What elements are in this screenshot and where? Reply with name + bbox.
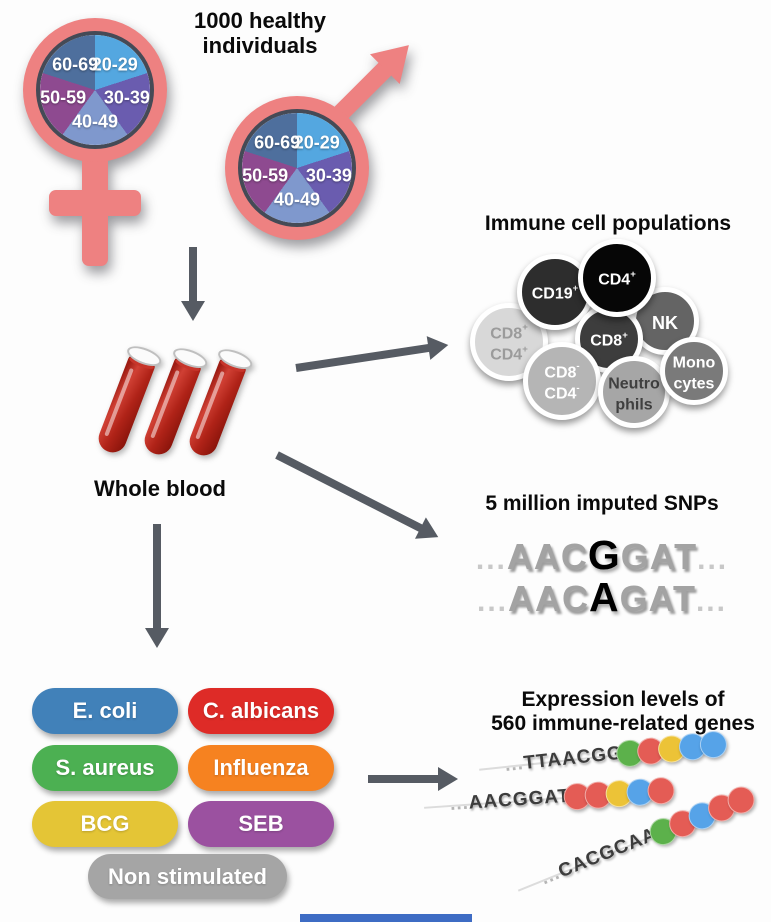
pie-label-20-29: 20-29 — [91, 54, 138, 75]
ellipsis: ... — [695, 585, 727, 618]
cell-neutrophils: Neutro phils — [598, 356, 670, 428]
pie-label-50-59: 50-59 — [242, 165, 289, 186]
female-age-pie: 20-29 30-39 40-49 50-59 60-69 — [36, 31, 154, 149]
bottom-partial-bar — [300, 914, 472, 922]
arrow-to-snps — [272, 444, 444, 548]
arrow-to-expression — [368, 767, 458, 791]
cell-cd8neg-cd4neg: CD8- CD4- — [523, 342, 601, 420]
pie-label-50-59: 50-59 — [40, 87, 87, 108]
snp-variant-allele: A — [589, 574, 620, 620]
pie-label-40-49: 40-49 — [273, 189, 321, 210]
arrow-to-blood — [181, 247, 205, 321]
arrow-to-stimuli — [145, 524, 169, 648]
stimulus-non-stimulated: Non stimulated — [88, 854, 287, 899]
female-symbol: 20-29 30-39 40-49 50-59 60-69 — [23, 18, 167, 270]
ellipsis: ... — [449, 792, 470, 815]
male-symbol: 20-29 30-39 40-49 50-59 60-69 — [225, 30, 455, 246]
ellipsis: ... — [477, 585, 509, 618]
stimulus-seb: SEB — [188, 801, 334, 847]
figure-title: 1000 healthy individuals — [160, 8, 360, 58]
male-age-pie: 20-29 30-39 40-49 50-59 60-69 — [238, 109, 356, 227]
gene-read-2: ...AACGGAT — [449, 775, 676, 819]
bead-red — [647, 776, 676, 806]
expression-title: Expression levels of 560 immune-related … — [491, 688, 755, 735]
bead-blue — [698, 729, 729, 760]
stimulus-s-aureus: S. aureus — [32, 745, 178, 791]
female-cross-bar — [49, 190, 141, 216]
arrow-to-immune-cells — [294, 333, 451, 380]
stimulus-c-albicans: C. albicans — [188, 688, 334, 734]
pie-label-60-69: 60-69 — [52, 54, 99, 75]
cell-monocytes: Mono cytes — [660, 337, 728, 405]
snps-title: 5 million imputed SNPs — [485, 492, 719, 515]
cell-cd4pos: CD4+ — [578, 239, 656, 317]
figure-title-line1: 1000 healthy — [193, 8, 327, 33]
stimulus-influenza: Influenza — [188, 745, 334, 791]
immune-cells-title: Immune cell populations — [484, 212, 732, 235]
pie-label-60-69: 60-69 — [254, 132, 301, 153]
cell-cd19pos: CD19+ — [517, 254, 593, 330]
stimulus-e-coli: E. coli — [32, 688, 178, 734]
gene-read-1: ...TTAACGG — [504, 729, 729, 780]
figure-title-line2: individuals — [202, 33, 318, 59]
ellipsis: ... — [697, 543, 729, 576]
bead-string — [563, 776, 676, 812]
pie-label-20-29: 20-29 — [293, 132, 340, 153]
whole-blood-label: Whole blood — [94, 476, 226, 501]
pie-label-40-49: 40-49 — [71, 111, 119, 132]
bead-string — [615, 729, 729, 769]
snp-sequence-2: ...AACAGAT... — [477, 574, 727, 620]
pie-label-30-39: 30-39 — [103, 87, 150, 108]
pie-label-30-39: 30-39 — [305, 165, 352, 186]
blood-tubes — [94, 340, 270, 462]
age-pie-chart: 20-29 30-39 40-49 50-59 60-69 — [242, 113, 352, 223]
stimulus-bcg: BCG — [32, 801, 178, 847]
ellipsis: ... — [475, 543, 507, 576]
age-pie-chart: 20-29 30-39 40-49 50-59 60-69 — [40, 35, 150, 145]
snp-sequence-1: ...AACGGAT... — [475, 532, 729, 578]
ellipsis: ... — [503, 753, 525, 776]
snp-variant-allele: G — [587, 532, 621, 578]
